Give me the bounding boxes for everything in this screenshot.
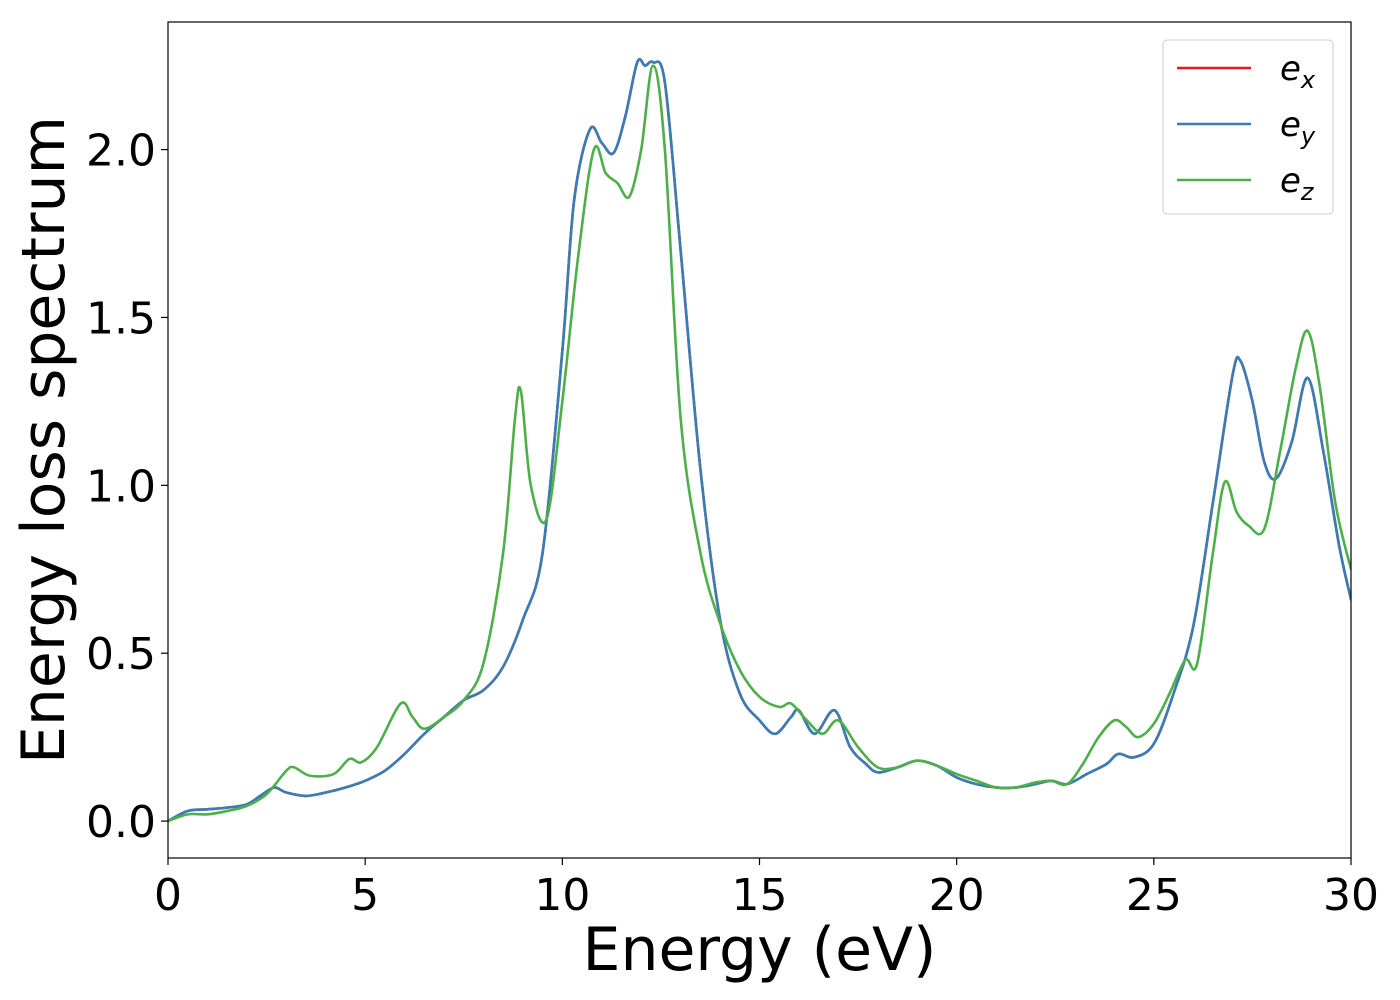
x-tick-label: 15: [732, 870, 788, 921]
y-tick-label: 0.0: [86, 797, 156, 848]
legend-label-base: e: [1280, 49, 1301, 89]
x-tick-label: 5: [351, 870, 379, 921]
legend-box: [1162, 39, 1334, 215]
x-tick-label: 10: [534, 870, 590, 921]
x-tick-label: 20: [929, 870, 985, 921]
x-axis-label: Energy (eV): [583, 915, 937, 985]
y-tick-label: 1.5: [86, 293, 156, 344]
series-line-e-y: [168, 57, 1351, 823]
x-tick-label: 30: [1323, 870, 1379, 921]
legend-label: ex: [1280, 49, 1316, 94]
legend-label-base: e: [1280, 105, 1301, 145]
y-axis: 0.0 0.5 1.0 1.5 2.0: [86, 126, 168, 848]
y-tick-label: 0.5: [86, 629, 156, 680]
y-axis-label: Energy loss spectrum: [9, 116, 79, 764]
legend-label: ey: [1280, 105, 1316, 150]
x-tick-label: 25: [1126, 870, 1182, 921]
legend-label: ez: [1280, 161, 1315, 206]
x-axis: 0 5 10 15 20 25 30: [154, 858, 1379, 921]
series-line-e-z: [168, 64, 1351, 823]
x-tick-label: 0: [154, 870, 182, 921]
legend-label-subscript: z: [1300, 178, 1315, 206]
series-layer: [168, 57, 1351, 823]
y-tick-label: 2.0: [86, 126, 156, 177]
y-tick-label: 1.0: [86, 461, 156, 512]
legend-label-base: e: [1280, 161, 1301, 201]
legend-label-subscript: x: [1300, 66, 1316, 94]
legend-label-subscript: y: [1300, 122, 1316, 150]
